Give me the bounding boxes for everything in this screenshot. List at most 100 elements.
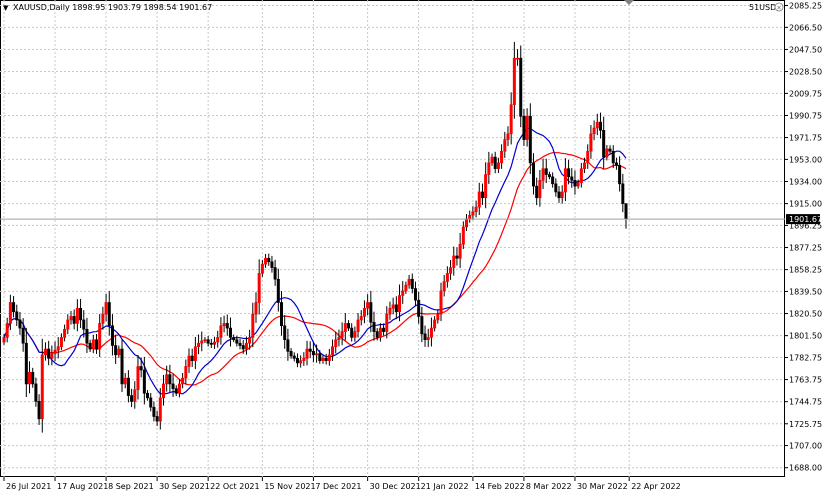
- candle-body-down: [24, 342, 28, 385]
- y-tick-label: 1971.75: [789, 134, 822, 143]
- candle-body-up: [334, 339, 338, 347]
- candle-body-down: [85, 328, 89, 344]
- candle-body-up: [197, 342, 201, 347]
- candle: [404, 281, 408, 294]
- candle-body-up: [117, 348, 121, 356]
- candle: [528, 103, 532, 175]
- candle-body-up: [50, 353, 54, 359]
- y-tick-label: 1725.75: [789, 420, 822, 429]
- current-price-tag-text: 1901.67: [789, 215, 822, 224]
- scroll-shift-marker-icon[interactable]: [624, 0, 634, 5]
- candle: [547, 171, 551, 180]
- candle-body-down: [276, 278, 280, 303]
- candle-body-down: [190, 355, 194, 361]
- candle: [63, 324, 67, 342]
- candle-body-up: [177, 383, 181, 394]
- candle-body-down: [547, 174, 551, 178]
- candle: [244, 336, 248, 355]
- candle: [241, 340, 245, 354]
- candle: [34, 377, 38, 407]
- candle-body-up: [579, 168, 583, 183]
- candle-body-up: [477, 191, 481, 208]
- candle: [318, 350, 322, 364]
- candle-body-up: [388, 308, 392, 315]
- candle: [401, 281, 405, 304]
- candle-body-down: [174, 388, 178, 394]
- candle-body-down: [47, 348, 51, 359]
- candle: [79, 298, 83, 328]
- candle: [302, 352, 306, 366]
- candle-body-down: [573, 180, 577, 187]
- candle-body-down: [206, 339, 210, 344]
- candle: [503, 131, 507, 158]
- candle: [583, 157, 587, 174]
- candle: [474, 200, 478, 218]
- candle: [509, 92, 513, 145]
- candle: [101, 306, 105, 330]
- y-tick-label: 1839.50: [789, 287, 822, 296]
- candle-body-up: [516, 57, 520, 60]
- candle-body-down: [372, 321, 376, 332]
- candle-body-down: [324, 358, 328, 361]
- candle: [117, 345, 121, 358]
- candle-body-down: [225, 323, 229, 329]
- candle-body-down: [455, 255, 459, 259]
- candle-body-up: [589, 133, 593, 152]
- candle: [608, 145, 612, 155]
- candle: [455, 247, 459, 266]
- candle: [372, 311, 376, 341]
- candle: [605, 145, 609, 161]
- candle-body-down: [12, 302, 16, 313]
- y-tick-label: 1896.25: [789, 221, 822, 230]
- candle-body-down: [152, 406, 156, 417]
- candle: [353, 326, 357, 342]
- candle-body-up: [8, 302, 12, 324]
- candle: [420, 306, 424, 343]
- candle-body-down: [34, 383, 38, 402]
- candle-body-up: [59, 337, 63, 347]
- candle: [152, 401, 156, 422]
- candle-body-down: [171, 383, 175, 389]
- candle-body-up: [187, 355, 191, 367]
- candle-body-up: [327, 354, 331, 361]
- candle-body-up: [563, 168, 567, 193]
- candle: [238, 338, 242, 350]
- y-tick-label: 2028.50: [789, 68, 822, 77]
- candle-body-up: [433, 319, 437, 329]
- candle-body-down: [209, 342, 213, 345]
- candle-body-up: [193, 346, 197, 361]
- candle: [343, 313, 347, 341]
- candle: [181, 373, 185, 389]
- candle-body-down: [31, 371, 35, 385]
- y-tick-label: 1877.25: [789, 244, 822, 253]
- candle-body-up: [340, 331, 344, 338]
- close-icon[interactable]: [774, 2, 784, 12]
- y-tick-label: 1763.75: [789, 376, 822, 385]
- candle: [251, 302, 255, 348]
- candle-body-down: [82, 319, 86, 330]
- y-tick-label: 1707.00: [789, 442, 822, 451]
- candle: [382, 323, 386, 336]
- candle: [525, 108, 529, 147]
- candle-body-up: [299, 360, 303, 364]
- candle-body-down: [18, 319, 22, 329]
- candle-body-down: [149, 397, 153, 408]
- candle-body-up: [506, 133, 510, 140]
- candle-body-up: [426, 337, 430, 341]
- candle: [139, 357, 143, 378]
- candle: [461, 221, 465, 250]
- candle-body-up: [592, 127, 596, 135]
- candle: [8, 294, 12, 331]
- candle: [228, 317, 232, 347]
- collapse-arrow-icon[interactable]: ▼: [3, 4, 9, 12]
- candle: [197, 334, 201, 355]
- candle-body-down: [289, 351, 293, 357]
- candle: [21, 318, 25, 352]
- candle-body-down: [110, 325, 114, 346]
- candle: [289, 348, 293, 359]
- candle: [213, 336, 217, 349]
- candle-body-down: [308, 348, 312, 352]
- candle: [187, 348, 191, 373]
- candle-body-up: [401, 290, 405, 296]
